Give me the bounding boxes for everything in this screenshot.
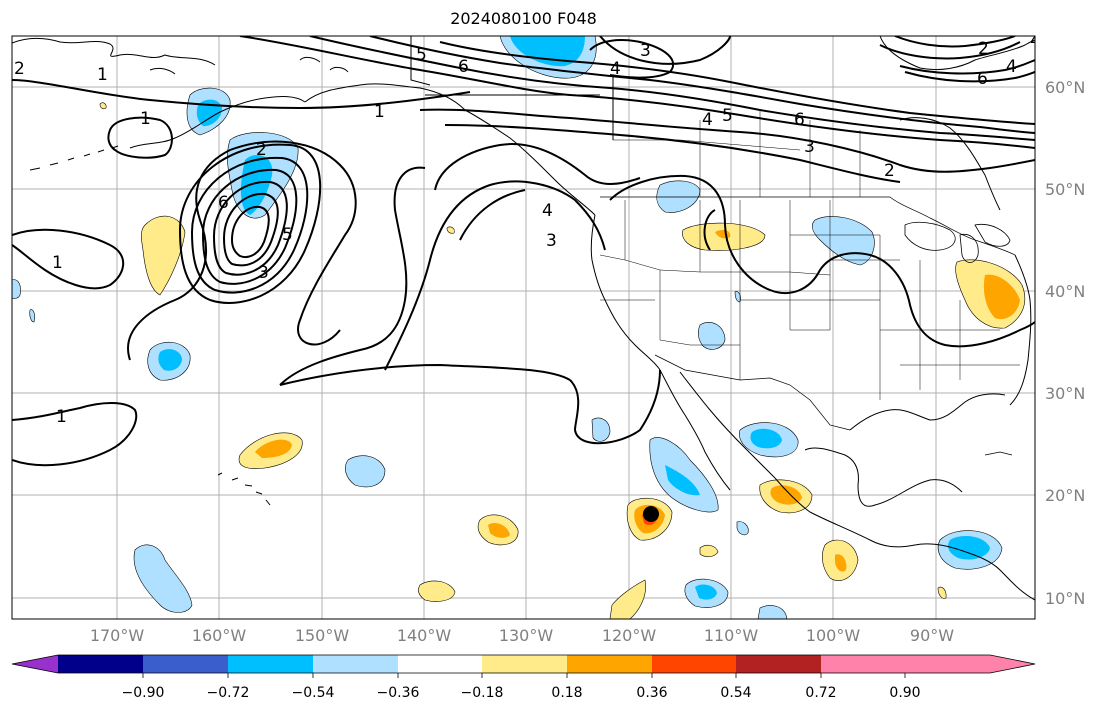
- colorbar-segment: [652, 655, 736, 673]
- map-title: 2024080100 F048: [450, 9, 597, 28]
- lon-label: 160°W: [192, 626, 247, 645]
- lat-label: 20°N: [1045, 486, 1085, 505]
- contour-label: 3: [804, 137, 815, 157]
- colorbar-segment: [821, 655, 905, 673]
- lat-label: 60°N: [1045, 78, 1085, 97]
- contour-label: 1: [374, 102, 385, 122]
- lon-label: 130°W: [499, 626, 554, 645]
- lon-label: 120°W: [602, 626, 657, 645]
- contour-label: 1: [52, 253, 63, 273]
- lat-label: 30°N: [1045, 384, 1085, 403]
- latitude-labels: 60°N 50°N 40°N 30°N 20°N 10°N: [1045, 78, 1085, 608]
- contour-label: 2: [256, 140, 267, 160]
- colorbar-tick-label: −0.72: [207, 685, 250, 701]
- contour-label: 1: [140, 109, 151, 129]
- colorbar-extend-low: [12, 655, 58, 673]
- contour-label: 6: [977, 69, 988, 89]
- contour-label: 4: [1006, 57, 1017, 77]
- state-borders: [599, 110, 1020, 400]
- lon-label: 110°W: [704, 626, 759, 645]
- colorbar-segment: [143, 655, 228, 673]
- contour-lines: [12, 36, 1035, 467]
- lon-label: 140°W: [397, 626, 452, 645]
- colorbar-segment: [228, 655, 313, 673]
- lon-label: 150°W: [295, 626, 350, 645]
- contour-label: 6: [794, 110, 805, 130]
- contour-label: 1: [97, 65, 108, 85]
- colorbar-segment: [58, 655, 143, 673]
- colorbar-tick-label: −0.54: [292, 685, 335, 701]
- contour-label: 6: [458, 57, 469, 77]
- anomaly-shading: [12, 36, 1026, 619]
- colorbar-segment: [736, 655, 821, 673]
- contour-label: 1: [56, 407, 67, 427]
- longitude-labels: 170°W 160°W 150°W 140°W 130°W 120°W 110°…: [90, 626, 954, 645]
- coastlines: [12, 36, 1035, 601]
- colorbar-tick-label: 0.72: [805, 685, 836, 701]
- colorbar-tick-label: −0.36: [377, 685, 420, 701]
- graticule: [12, 36, 1035, 619]
- contour-label: 3: [258, 263, 269, 283]
- lat-label: 50°N: [1045, 180, 1085, 199]
- contour-label: 3: [640, 41, 651, 61]
- lon-label: 100°W: [806, 626, 861, 645]
- colorbar-tick-label: 0.18: [551, 685, 582, 701]
- contour-label: 5: [722, 106, 733, 126]
- contour-labels: 2 1 1 1 2 6 5 3 1 1 6 5 4 3 4 5 6 3 2 4 …: [14, 31, 1041, 427]
- contour-label: 4: [702, 110, 713, 130]
- contour-label: 5: [416, 45, 427, 65]
- contour-label: 2: [14, 59, 25, 79]
- lat-label: 40°N: [1045, 282, 1085, 301]
- contour-label: 2: [884, 161, 895, 181]
- contour-label: 2: [978, 39, 989, 59]
- colorbar-segment: [567, 655, 652, 673]
- colorbar-segment: [482, 655, 567, 673]
- colorbar-tick-label: −0.18: [461, 685, 504, 701]
- colorbar-tick-label: 0.90: [889, 685, 920, 701]
- map-frame: [11, 35, 1036, 620]
- colorbar-tick-label: −0.90: [122, 685, 165, 701]
- contour-label: 5: [282, 225, 293, 245]
- colorbar-tick-label: 0.36: [636, 685, 667, 701]
- contour-label: 4: [1030, 31, 1041, 51]
- contour-label: 3: [546, 231, 557, 251]
- contour-label: 6: [218, 193, 229, 213]
- colorbar-segment: [398, 655, 482, 673]
- lat-label: 10°N: [1045, 589, 1085, 608]
- lon-label: 90°W: [910, 626, 954, 645]
- contour-label: 4: [610, 59, 621, 79]
- colorbar-tick-label: 0.54: [720, 685, 751, 701]
- lon-label: 170°W: [90, 626, 145, 645]
- colorbar: −0.90 −0.72 −0.54 −0.36 −0.18 0.18 0.36 …: [11, 654, 1036, 701]
- colorbar-segment: [313, 655, 398, 673]
- colorbar-extend-high: [905, 655, 1035, 673]
- contour-label: 4: [542, 201, 553, 221]
